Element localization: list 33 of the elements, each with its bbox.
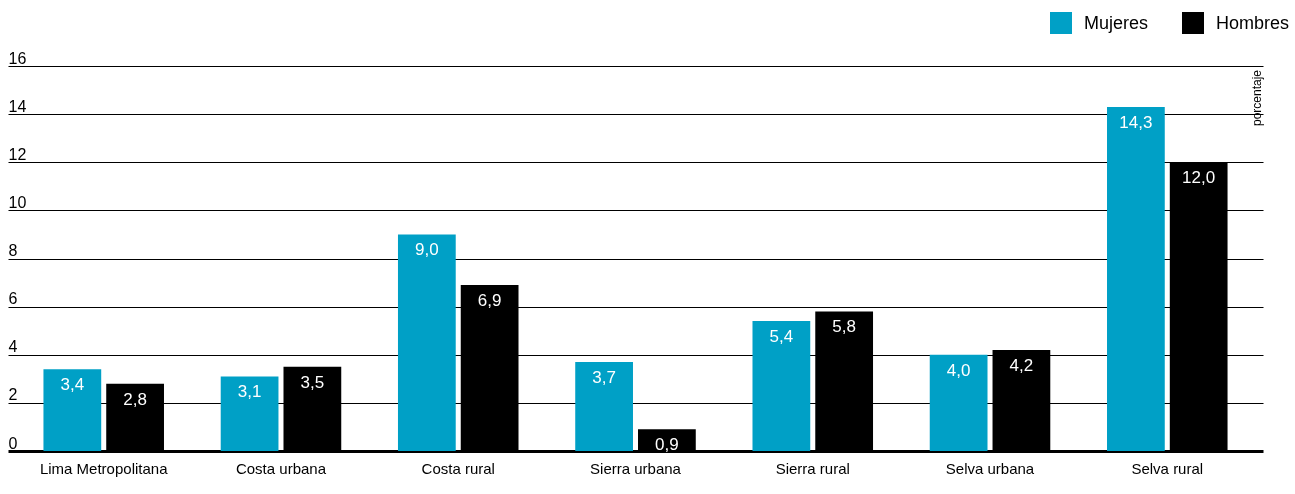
data-label: 6,9 [477, 290, 502, 310]
legend-label: Mujeres [1083, 12, 1148, 34]
y-tick-label: 8 [8, 242, 18, 259]
data-label: 3,4 [60, 375, 85, 395]
data-label: 4,2 [1009, 355, 1034, 375]
x-tick-label: Sierra urbana [590, 459, 682, 477]
data-label: 14,3 [1119, 112, 1153, 132]
y-axis-title: porcentaje [1250, 69, 1264, 127]
data-label: 12,0 [1182, 168, 1216, 188]
x-tick-label: Sierra rural [775, 459, 850, 477]
data-label: 4,0 [946, 360, 971, 380]
x-tick-label: Lima Metropolitana [39, 459, 169, 477]
data-label: 3,1 [237, 382, 262, 402]
x-tick-label: Costa urbana [235, 459, 327, 477]
y-tick-label: 16 [8, 49, 27, 67]
data-label: 0,9 [655, 435, 679, 455]
x-tick-label: Costa rural [421, 459, 495, 477]
y-tick-label: 0 [8, 434, 18, 452]
data-label: 3,7 [592, 367, 616, 387]
x-tick-label: Selva rural [1131, 459, 1204, 477]
data-label: 9,0 [415, 240, 439, 260]
y-tick-label: 6 [8, 290, 18, 308]
y-tick-label: 12 [8, 145, 27, 163]
data-label: 5,8 [832, 317, 856, 337]
data-label: 2,8 [123, 389, 147, 409]
y-tick-label: 14 [8, 97, 27, 115]
y-tick-label: 2 [8, 386, 18, 404]
y-tick-label: 10 [8, 193, 27, 211]
y-tick-label: 4 [8, 338, 18, 356]
data-label: 5,4 [769, 327, 794, 347]
data-label: 3,5 [300, 372, 325, 392]
legend-label: Hombres [1215, 12, 1289, 34]
x-tick-label: Selva urbana [945, 459, 1035, 477]
